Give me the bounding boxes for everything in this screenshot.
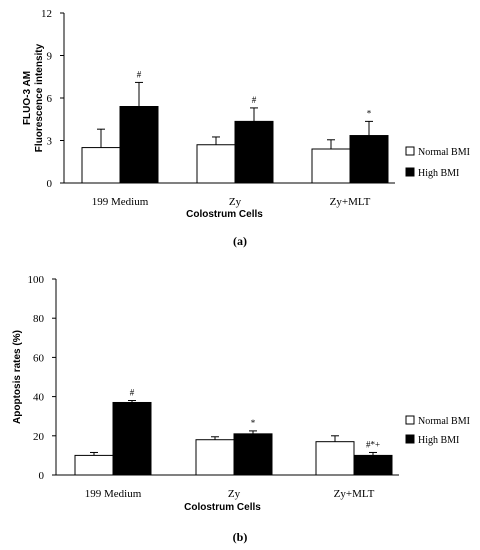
chart1-y-axis-title: Fluorescence intensity	[34, 43, 45, 152]
chart2-significance-label: #	[130, 388, 135, 398]
chart2-category-label: Zy+MLT	[334, 488, 375, 500]
chart2-x-axis-title: Colostrum Cells	[184, 502, 261, 513]
chart2-legend-swatch	[405, 434, 415, 444]
chart2-y-axis-title: Apoptosis rates (%)	[12, 330, 23, 424]
chart1-y-tick-label: 0	[47, 178, 53, 190]
chart2-y-tick-label: 40	[33, 392, 45, 404]
chart2-bar	[315, 441, 355, 476]
chart1-category-label: 199 Medium	[92, 196, 149, 208]
chart2-legend-label: Normal BMI	[418, 416, 470, 427]
chart2-category-label: 199 Medium	[85, 488, 142, 500]
chart1-y-tick-label: 3	[47, 136, 53, 148]
chart1-significance-label: *	[367, 108, 372, 118]
chart1-y-axis-title: FLUO-3 AM	[22, 71, 33, 125]
chart1-y-tick-label: 6	[47, 93, 53, 105]
chart2-significance-label: *	[251, 418, 256, 428]
chart1-legend-label: Normal BMI	[418, 147, 470, 158]
chart1-y-tick-label: 9	[47, 51, 53, 63]
chart1-legend-label: High BMI	[418, 168, 459, 179]
chart1-y-tick-label: 12	[41, 8, 52, 20]
chart1-x-axis-title: Colostrum Cells	[186, 209, 263, 220]
chart2-bar	[74, 454, 114, 476]
chart2-legend-label: High BMI	[418, 435, 459, 446]
chart1-legend-swatch	[405, 167, 415, 177]
chart1-panel-label: (a)	[233, 234, 247, 248]
chart1-bar	[234, 120, 274, 184]
chart1-legend-swatch	[405, 146, 415, 156]
chart2-y-tick-label: 0	[39, 470, 45, 482]
chart2-bar	[112, 401, 152, 476]
chart2-significance-label: #*+	[366, 439, 380, 449]
chart1-bar	[349, 135, 389, 184]
chart2-bar	[233, 433, 273, 476]
chart1-bar	[196, 144, 236, 184]
chart2-panel-label: (b)	[233, 530, 248, 544]
chart2-y-tick-label: 60	[33, 352, 45, 364]
chart2-legend-swatch	[405, 415, 415, 425]
chart2-y-tick-label: 100	[28, 274, 45, 286]
chart1-bar	[81, 147, 121, 184]
chart1-bar	[311, 148, 351, 184]
chart1-category-label: Zy	[229, 196, 242, 208]
chart1-significance-label: #	[137, 69, 142, 79]
chart2-bar	[353, 454, 393, 476]
chart2-bar	[195, 439, 235, 476]
chart2-y-tick-label: 80	[33, 313, 45, 325]
chart1-category-label: Zy+MLT	[330, 196, 371, 208]
chart2-category-label: Zy	[228, 488, 241, 500]
chart2-y-tick-label: 20	[33, 431, 45, 443]
chart1-bar	[119, 106, 159, 184]
chart1-significance-label: #	[252, 95, 257, 105]
